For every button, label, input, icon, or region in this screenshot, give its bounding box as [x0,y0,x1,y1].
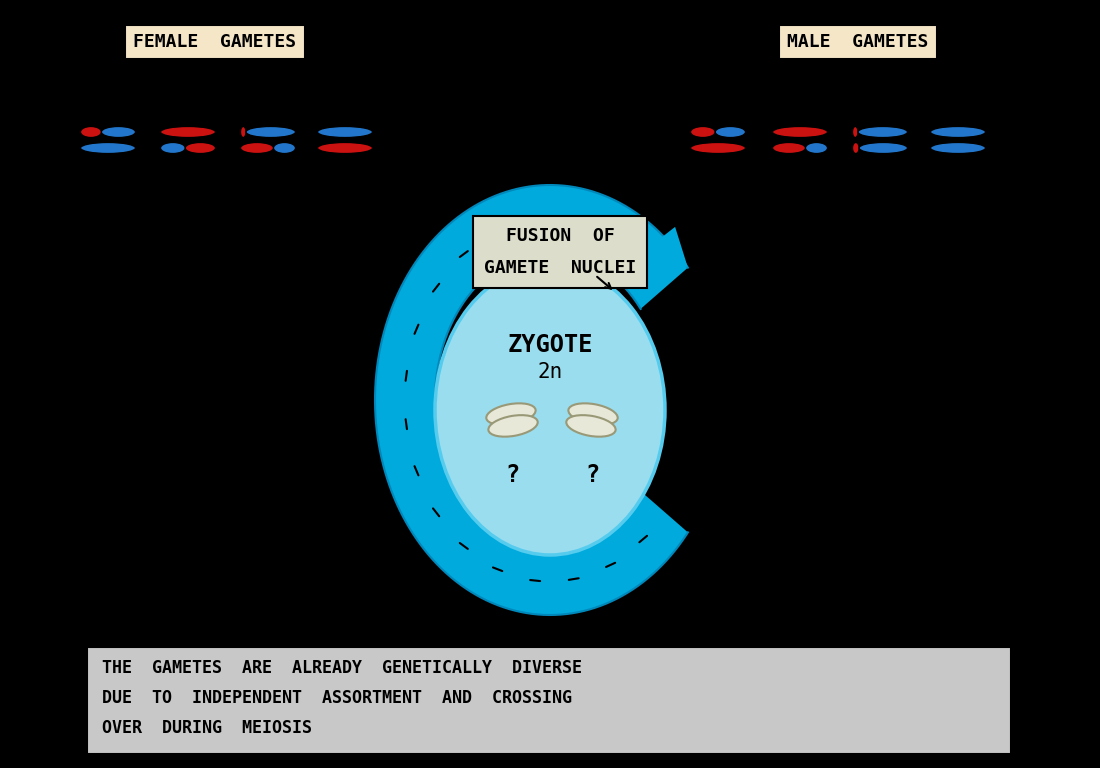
Text: FUSION  OF
GAMETE  NUCLEI: FUSION OF GAMETE NUCLEI [484,227,636,277]
Ellipse shape [691,127,715,137]
Ellipse shape [241,127,246,137]
Ellipse shape [852,143,859,154]
Ellipse shape [274,143,296,154]
FancyBboxPatch shape [87,647,1011,754]
Text: FEMALE  GAMETES: FEMALE GAMETES [133,33,297,51]
Ellipse shape [931,127,986,137]
Text: ?: ? [505,463,519,487]
Text: DUE  TO  INDEPENDENT  ASSORTMENT  AND  CROSSING: DUE TO INDEPENDENT ASSORTMENT AND CROSSI… [102,689,572,707]
Ellipse shape [569,403,618,425]
Text: ?: ? [585,463,600,487]
Ellipse shape [185,143,216,154]
Text: THE  GAMETES  ARE  ALREADY  GENETICALLY  DIVERSE: THE GAMETES ARE ALREADY GENETICALLY DIVE… [102,659,582,677]
Ellipse shape [486,403,536,425]
Ellipse shape [488,415,538,437]
Text: 2n: 2n [538,362,562,382]
Ellipse shape [772,143,805,154]
Text: OVER  DURING  MEIOSIS: OVER DURING MEIOSIS [102,719,312,737]
Ellipse shape [434,265,666,555]
Ellipse shape [858,127,907,137]
Ellipse shape [318,143,373,154]
Ellipse shape [772,127,827,137]
Ellipse shape [161,127,216,137]
Polygon shape [375,185,688,615]
Ellipse shape [246,127,296,137]
Polygon shape [651,227,688,267]
Ellipse shape [566,415,616,437]
Ellipse shape [80,143,135,154]
Text: MALE  GAMETES: MALE GAMETES [788,33,928,51]
Ellipse shape [241,143,274,154]
Ellipse shape [80,127,101,137]
Ellipse shape [931,143,986,154]
Text: ZYGOTE: ZYGOTE [507,333,593,357]
Ellipse shape [715,127,746,137]
Ellipse shape [805,143,827,154]
Ellipse shape [161,143,185,154]
Ellipse shape [691,143,746,154]
Ellipse shape [101,127,135,137]
Ellipse shape [318,127,373,137]
Ellipse shape [852,127,858,137]
Ellipse shape [859,143,908,154]
